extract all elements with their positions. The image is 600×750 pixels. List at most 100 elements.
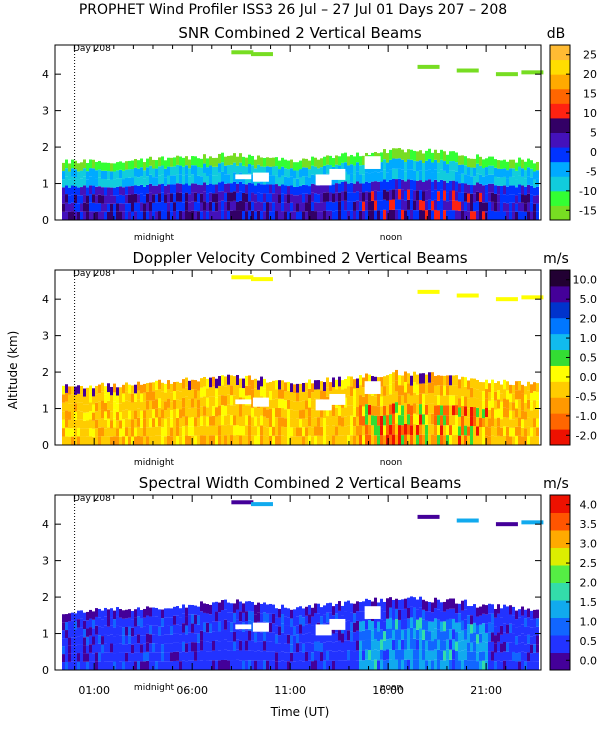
heatmap-cell xyxy=(209,660,212,670)
heatmap-cell xyxy=(221,630,224,641)
heatmap-cell xyxy=(422,629,425,640)
heatmap-cell xyxy=(458,192,461,202)
heatmap-cell xyxy=(167,157,170,167)
heatmap-cell xyxy=(125,409,128,419)
heatmap-cell xyxy=(146,624,149,634)
heatmap-cell xyxy=(395,619,398,630)
heatmap-cell xyxy=(515,435,518,445)
heatmap-cell xyxy=(254,185,257,195)
heatmap-cell xyxy=(434,199,437,210)
x-tick-label: 06:00 xyxy=(176,684,208,697)
heatmap-cell xyxy=(266,632,269,642)
heatmap-cell xyxy=(437,619,440,630)
heatmap-cell xyxy=(221,191,224,201)
heatmap-cell xyxy=(347,210,350,220)
heatmap-cell xyxy=(131,177,134,187)
heatmap-cell xyxy=(203,182,206,192)
heatmap-cell xyxy=(353,192,356,202)
heatmap-cell xyxy=(92,396,95,405)
heatmap-cell xyxy=(248,650,251,661)
heatmap-cell xyxy=(77,619,80,628)
heatmap-cell xyxy=(167,634,170,644)
heatmap-cell xyxy=(242,174,245,184)
heatmap-cell xyxy=(107,661,110,670)
heatmap-cell xyxy=(299,418,302,428)
heatmap-cell xyxy=(224,192,227,202)
heatmap-cell xyxy=(383,395,386,406)
heatmap-cell xyxy=(224,425,227,436)
heatmap-cell xyxy=(101,187,104,196)
heatmap-cell xyxy=(125,186,128,195)
heatmap-cell xyxy=(215,621,218,632)
heatmap-cell xyxy=(389,199,392,210)
heatmap-cell xyxy=(167,202,170,212)
heatmap-cell xyxy=(314,157,317,167)
heatmap-cell xyxy=(107,400,110,410)
heatmap-cell xyxy=(452,639,455,650)
heatmap-cell xyxy=(242,201,245,211)
panel-width-unit: m/s xyxy=(543,476,569,492)
heatmap-cell xyxy=(344,397,347,408)
heatmap-cell xyxy=(164,661,167,670)
heatmap-cell xyxy=(344,191,347,201)
heatmap-cell xyxy=(185,406,188,417)
heatmap-cell xyxy=(470,406,473,417)
heatmap-cell xyxy=(311,174,314,184)
heatmap-cell xyxy=(338,640,341,651)
x-axis-label: Time (UT) xyxy=(270,705,330,719)
heatmap-cell xyxy=(476,634,479,644)
heatmap-cell xyxy=(281,623,284,633)
heatmap-cell xyxy=(140,427,143,437)
heatmap-cell xyxy=(431,650,434,661)
heatmap-cell xyxy=(491,651,494,661)
heatmap-cell xyxy=(251,174,254,184)
heatmap-cell xyxy=(467,651,470,661)
heatmap-cell xyxy=(227,414,230,425)
heatmap-cell xyxy=(371,415,374,426)
heatmap-cell xyxy=(137,160,140,169)
heatmap-cell xyxy=(305,185,308,194)
colorbar-tick-label: 0.5 xyxy=(580,352,598,365)
heatmap-cell xyxy=(389,209,392,220)
heatmap-cell xyxy=(500,177,503,186)
heatmap-cell xyxy=(260,632,263,642)
heatmap-cell xyxy=(530,436,533,445)
heatmap-cell xyxy=(158,193,161,203)
heatmap-cell xyxy=(401,629,404,640)
heatmap-cell xyxy=(143,652,146,662)
heatmap-cell xyxy=(194,623,197,634)
panel-snr-noon-label: noon xyxy=(380,233,402,243)
colorbar-swatch xyxy=(550,88,570,104)
heatmap-cell xyxy=(137,417,140,427)
missing-data-gap xyxy=(235,174,252,180)
heatmap-cell xyxy=(395,189,398,200)
heatmap-cell xyxy=(506,161,509,171)
heatmap-cell xyxy=(188,168,191,177)
heatmap-cell xyxy=(254,194,257,203)
heatmap-cell xyxy=(194,426,197,436)
heatmap-cell xyxy=(266,641,269,652)
heatmap-cell xyxy=(146,409,149,419)
heatmap-cell xyxy=(281,604,284,615)
heatmap-cell xyxy=(512,642,515,652)
heatmap-cell xyxy=(80,635,83,645)
heatmap-cell xyxy=(200,378,203,388)
heatmap-cell xyxy=(353,174,356,184)
heatmap-cell xyxy=(224,659,227,670)
heatmap-cell xyxy=(425,414,428,425)
heatmap-cell xyxy=(62,187,65,196)
heatmap-cell xyxy=(182,435,185,445)
heatmap-cell xyxy=(317,641,320,652)
heatmap-cell xyxy=(77,653,80,662)
heatmap-cell xyxy=(389,424,392,435)
heatmap-cell xyxy=(206,604,209,614)
upper-echo xyxy=(231,275,254,280)
heatmap-cell xyxy=(200,397,203,407)
heatmap-cell xyxy=(245,660,248,670)
heatmap-cell xyxy=(296,616,299,626)
heatmap-cell xyxy=(335,201,338,211)
heatmap-cell xyxy=(365,629,368,640)
heatmap-cell xyxy=(503,202,506,212)
heatmap-cell xyxy=(455,641,458,652)
heatmap-cell xyxy=(356,181,359,192)
